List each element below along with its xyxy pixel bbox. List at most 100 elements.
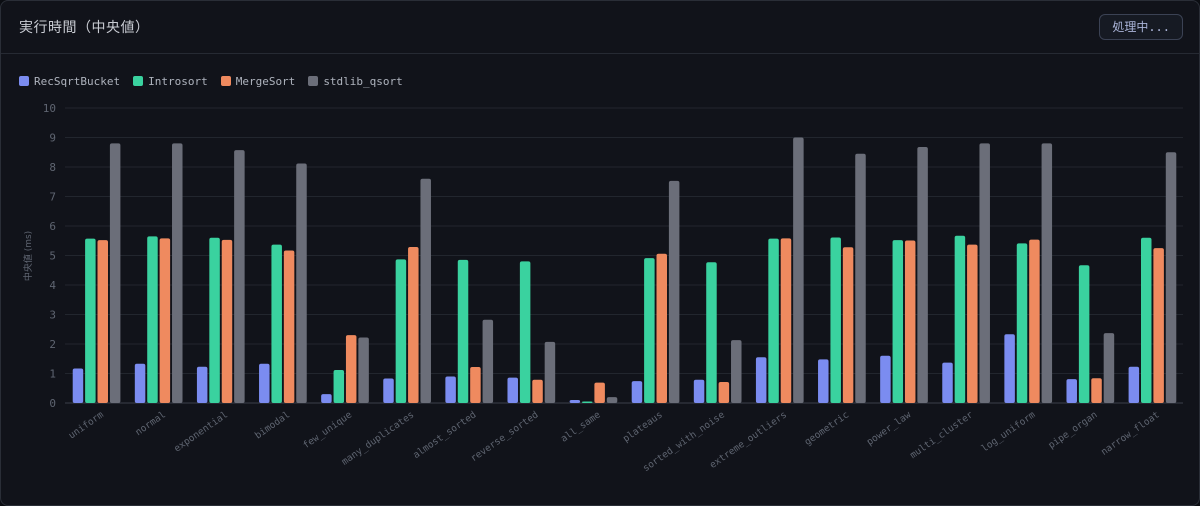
bar-Introsort (1140, 237, 1152, 403)
y-tick-label: 7 (49, 191, 56, 204)
x-tick-label: all_same (559, 409, 603, 444)
bar-Introsort (457, 259, 469, 403)
processing-button[interactable]: 処理中... (1099, 14, 1183, 40)
bar-Introsort (706, 262, 717, 403)
x-tick-label: exponential (172, 409, 230, 454)
bar-RecSqrtBucket (383, 378, 394, 403)
x-tick-label: few_unique (301, 409, 354, 451)
bar-RecSqrtBucket (507, 377, 518, 403)
bar-MergeSort (656, 253, 668, 403)
bar-RecSqrtBucket (569, 400, 581, 403)
bar-MergeSort (904, 240, 916, 403)
legend-swatch (308, 76, 319, 86)
legend-label: Introsort (148, 74, 208, 88)
panel-header: 実行時間（中央値） 処理中... (1, 1, 1199, 54)
bar-stdlib_qsort (1041, 143, 1053, 403)
bar-stdlib_qsort (482, 319, 494, 403)
x-tick-label: geometric (803, 409, 851, 448)
bar-stdlib_qsort (731, 340, 742, 403)
bar-MergeSort (1091, 378, 1102, 403)
y-tick-label: 1 (49, 368, 56, 381)
bar-stdlib_qsort (109, 143, 121, 403)
x-tick-label: normal (133, 409, 167, 438)
bar-stdlib_qsort (544, 341, 556, 403)
bar-MergeSort (283, 250, 295, 403)
bar-Introsort (147, 236, 158, 403)
bar-stdlib_qsort (1103, 333, 1115, 403)
bar-MergeSort (967, 244, 978, 403)
bar-stdlib_qsort (1165, 152, 1177, 403)
bar-RecSqrtBucket (196, 366, 208, 403)
bar-stdlib_qsort (917, 146, 928, 403)
bar-Introsort (644, 258, 655, 403)
bar-RecSqrtBucket (1128, 366, 1140, 403)
bar-stdlib_qsort (668, 180, 680, 403)
bar-stdlib_qsort (793, 137, 804, 403)
legend-label: MergeSort (235, 74, 296, 88)
bar-RecSqrtBucket (942, 362, 953, 403)
bar-RecSqrtBucket (631, 381, 643, 403)
legend-item-Introsort[interactable]: Introsort (133, 73, 208, 89)
legend-swatch (19, 76, 29, 86)
bar-RecSqrtBucket (72, 368, 84, 403)
bar-MergeSort (1153, 248, 1164, 403)
bar-MergeSort (594, 382, 605, 403)
bar-stdlib_qsort (855, 153, 866, 403)
bar-MergeSort (842, 247, 854, 403)
bar-stdlib_qsort (420, 178, 431, 403)
bar-RecSqrtBucket (693, 379, 705, 403)
x-tick-label: reverse_sorted (469, 409, 541, 464)
x-tick-label: power_law (865, 409, 914, 448)
chart-title: 実行時間（中央値） (19, 20, 150, 36)
bar-Introsort (519, 261, 531, 403)
bar-RecSqrtBucket (321, 394, 332, 403)
bar-Introsort (1016, 243, 1028, 403)
y-tick-label: 8 (49, 161, 56, 174)
bar-stdlib_qsort (358, 337, 369, 403)
bar-RecSqrtBucket (1004, 334, 1015, 403)
legend-swatch (220, 76, 231, 86)
y-tick-label: 2 (49, 338, 56, 351)
legend-item-stdlib_qsort[interactable]: stdlib_qsort (308, 73, 403, 89)
bar-stdlib_qsort (296, 163, 307, 403)
bar-Introsort (830, 237, 841, 403)
bar-RecSqrtBucket (1066, 379, 1077, 403)
bar-Introsort (395, 259, 407, 403)
bar-Introsort (892, 240, 904, 403)
legend-label: RecSqrtBucket (34, 74, 121, 88)
bar-MergeSort (718, 382, 730, 403)
bar-Introsort (271, 244, 282, 403)
bar-Introsort (1078, 265, 1090, 403)
bar-stdlib_qsort (606, 397, 618, 403)
bar-MergeSort (221, 239, 233, 403)
legend-item-RecSqrtBucket[interactable]: RecSqrtBucket (19, 73, 120, 89)
bar-RecSqrtBucket (445, 376, 456, 403)
bar-stdlib_qsort (979, 143, 990, 403)
y-tick-label: 9 (49, 132, 56, 145)
x-tick-label: log_uniform (980, 409, 1038, 454)
bar-MergeSort (532, 379, 543, 403)
legend-label: stdlib_qsort (323, 74, 403, 88)
bar-MergeSort (1029, 239, 1040, 403)
x-tick-label: plateaus (621, 409, 665, 444)
bar-stdlib_qsort (172, 143, 183, 403)
bar-Introsort (85, 238, 96, 403)
y-axis-label: 中央値 (ms) (22, 231, 34, 281)
x-tick-label: multi_cluster (908, 409, 975, 461)
x-tick-label: bimodal (253, 409, 292, 441)
bar-RecSqrtBucket (755, 357, 767, 403)
bar-Introsort (333, 369, 345, 403)
y-tick-label: 3 (49, 309, 56, 322)
y-tick-label: 6 (49, 220, 56, 233)
bar-RecSqrtBucket (818, 359, 829, 403)
legend-item-MergeSort[interactable]: MergeSort (220, 73, 296, 89)
bar-Introsort (768, 238, 779, 403)
bar-MergeSort (470, 367, 481, 403)
bar-Introsort (581, 401, 593, 403)
x-tick-label: pipe_organ (1046, 409, 1099, 451)
bar-RecSqrtBucket (134, 363, 146, 403)
bar-RecSqrtBucket (259, 363, 270, 403)
bar-MergeSort (97, 240, 109, 403)
